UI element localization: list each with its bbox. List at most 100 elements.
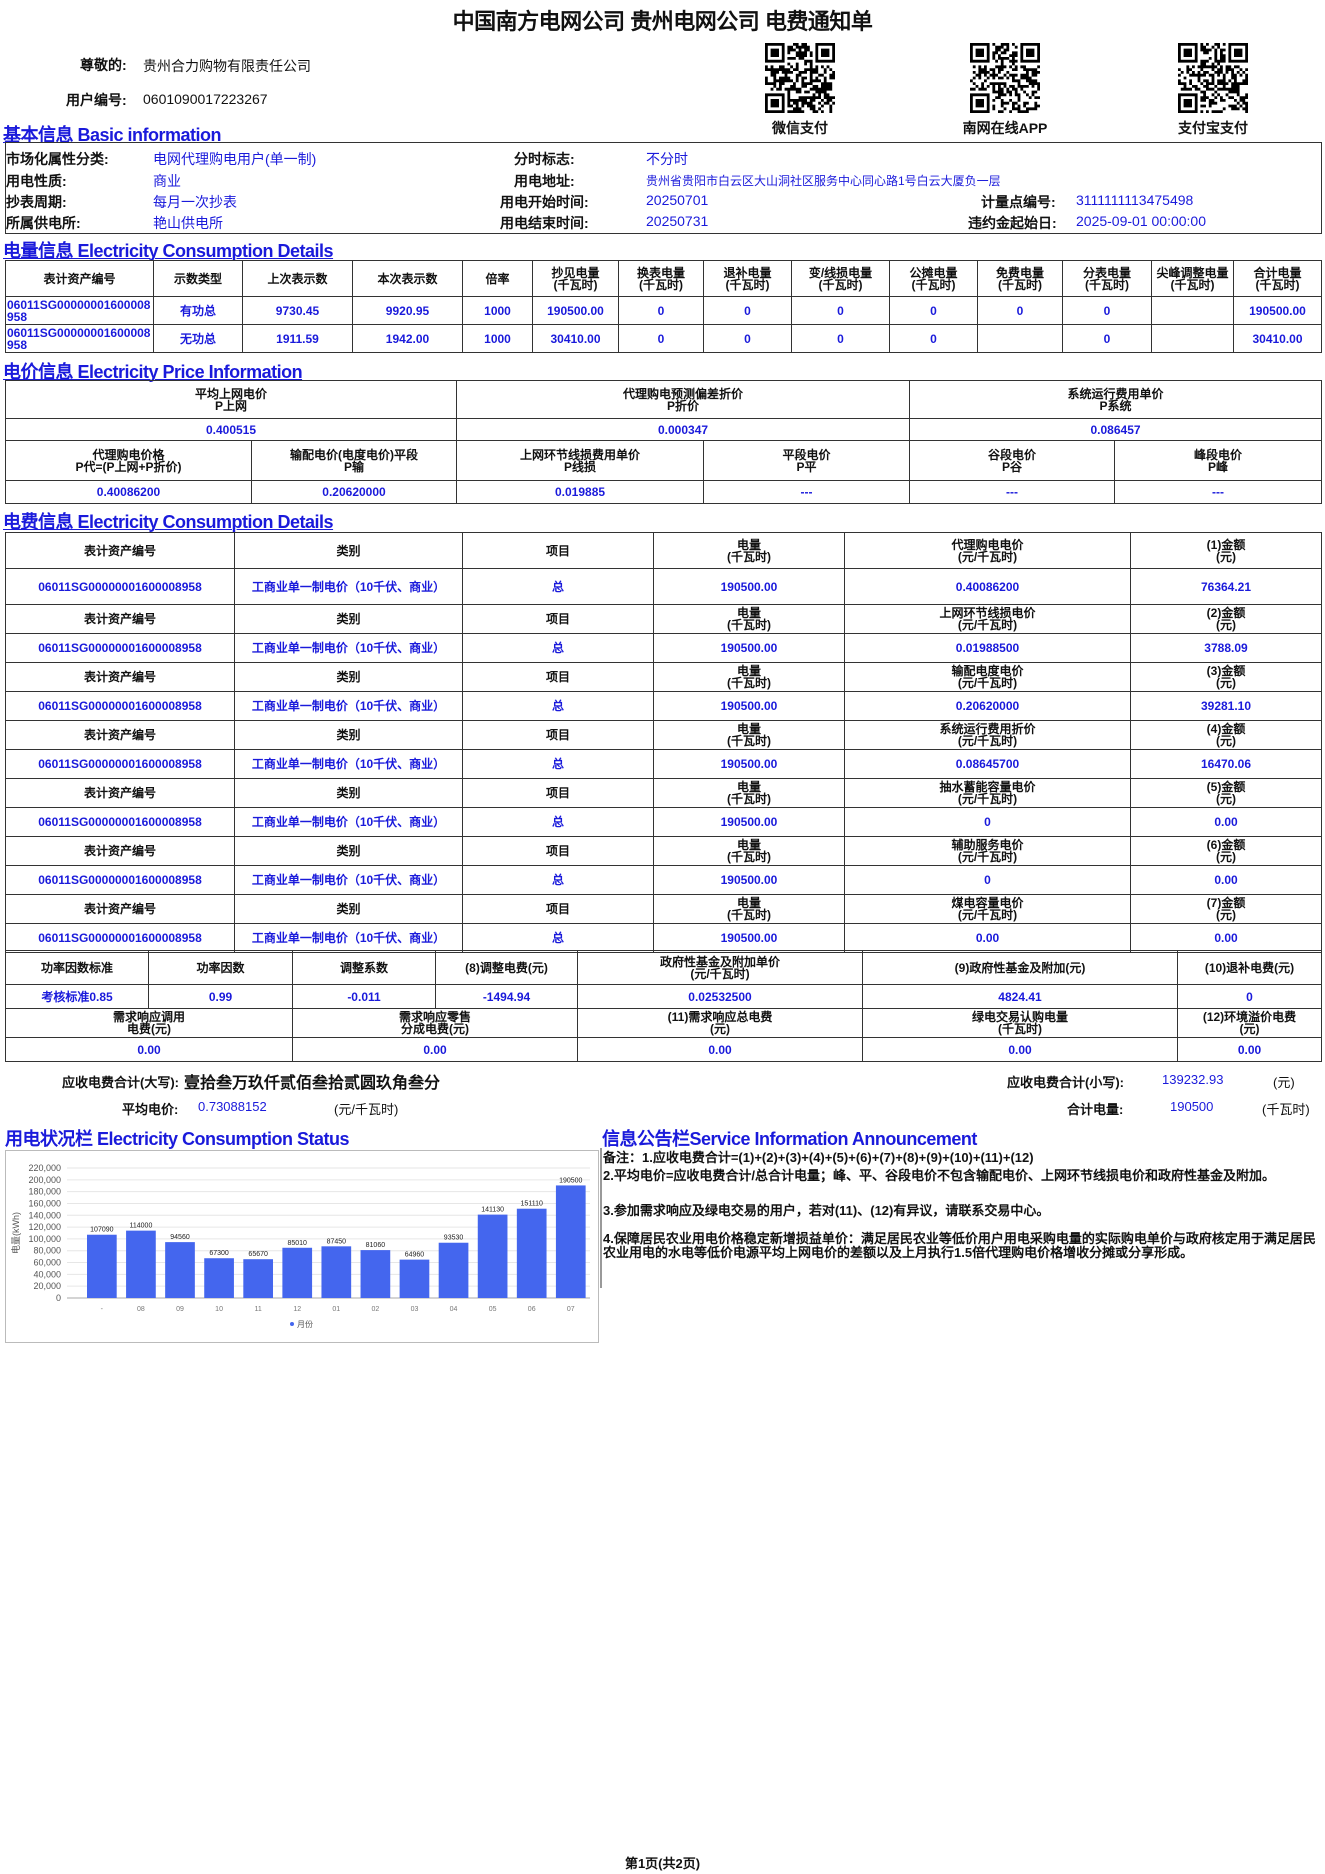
amount-header: (6)金额 (元): [1130, 836, 1322, 866]
data-label: 151110: [521, 1201, 543, 1208]
table-row: 表计资产编号 类别 项目 电量 (千瓦时) 煤电容量电价 (元/千瓦时) (7)金额 (元…: [5, 894, 1322, 924]
item-header: 项目: [462, 894, 654, 924]
start-label: 用电开始时间:: [500, 194, 589, 210]
tou-value: 不分时: [646, 151, 688, 167]
tou-label: 分时标志:: [514, 151, 575, 167]
legend-marker: [290, 1322, 294, 1326]
fees-table: 表计资产编号 类别 项目 电量 (千瓦时) 代理购电电价 (元/千瓦时) (1)金额 (元…: [5, 532, 1322, 953]
adjust-table: 功率因数标准 功率因数 调整系数 (8)调整电费(元) 政府性基金及附加单价 (元/千瓦…: [5, 950, 1322, 1062]
table-row: 06011SG00000001600008958 工商业单一制电价（10千伏、商业…: [5, 633, 1322, 663]
data-label: 67300: [209, 1250, 229, 1257]
penalty-value: 2025-09-01 00:00:00: [1076, 213, 1206, 229]
market-value: 电网代理购电用户(单一制): [153, 151, 317, 167]
notice-divider: [600, 1148, 602, 1288]
category-header: 类别: [234, 720, 463, 750]
column-header: 上次表示数: [242, 260, 353, 297]
adjust-header: 绿电交易认购电量 (千瓦时): [862, 1008, 1178, 1038]
price-value: 0.08645700: [844, 749, 1131, 779]
bar: [360, 1250, 391, 1298]
asset-header: 表计资产编号: [5, 662, 235, 692]
price-value: 0.40086200: [844, 568, 1131, 605]
adjust-value: 0.00: [292, 1037, 578, 1062]
y-tick-label: 220,000: [28, 1163, 61, 1173]
x-tick-label: 01: [332, 1306, 340, 1313]
adjust-value: 4824.41: [862, 984, 1178, 1009]
y-tick-label: 200,000: [28, 1175, 61, 1185]
penalty-label: 违约金起始日:: [968, 215, 1057, 231]
amount-value: 3788.09: [1130, 633, 1322, 663]
legend-label[interactable]: 月份: [297, 1319, 313, 1329]
price-value: ---: [1114, 480, 1323, 504]
adjust-header: (12)环境溢价电费 (元): [1177, 1008, 1322, 1038]
asset-number: 06011SG00000001600008958: [5, 807, 235, 837]
asset-number: 06011SG00000001600008958: [5, 691, 235, 721]
meter-point-value: 3111111113475498: [1076, 192, 1194, 208]
adjust-value: 考核标准0.85: [5, 984, 149, 1009]
station-value: 艳山供电所: [153, 215, 223, 231]
adjust-value: 0.00: [5, 1037, 293, 1062]
item-value: 总: [462, 923, 654, 953]
adjust-header: 功率因数: [148, 950, 293, 985]
qr-code-icon[interactable]: [1178, 43, 1248, 113]
data-label: 190500: [559, 1177, 582, 1184]
cell-value: 0: [791, 296, 890, 325]
adjust-header: (10)退补电费(元): [1177, 950, 1322, 985]
x-tick-label: 09: [176, 1306, 184, 1313]
cycle-value: 每月一次抄表: [153, 194, 237, 210]
category-header: 类别: [234, 662, 463, 692]
total-lower-unit: (元): [1273, 1075, 1295, 1090]
asset-number: 06011SG00000001600008958: [5, 296, 154, 325]
item-header: 项目: [462, 662, 654, 692]
qr-caption: 支付宝支付: [1178, 120, 1248, 136]
notice-line-3: 3.参加需求响应及绿电交易的用户，若对(11)、(12)有异议，请联系交易中心。: [603, 1203, 1050, 1218]
table-row: 考核标准0.85 0.99 -0.011 -1494.94 0.02532500 4824…: [5, 984, 1322, 1009]
y-tick-label: 60,000: [33, 1258, 61, 1268]
price-value: ---: [909, 480, 1116, 504]
station-label: 所属供电所:: [6, 215, 81, 231]
price-header: 辅助服务电价 (元/千瓦时): [844, 836, 1131, 866]
table-row: 06011SG00000001600008958 工商业单一制电价（10千伏、商业…: [5, 749, 1322, 779]
table-row: 需求响应调用 电费(元) 需求响应零售 分成电费(元) (11)需求响应总电费 (元…: [5, 1008, 1322, 1038]
price-value: 0.400515: [4, 418, 458, 441]
total-qty-unit: (千瓦时): [1262, 1102, 1310, 1117]
qty-header: 电量 (千瓦时): [653, 532, 845, 569]
bar: [555, 1185, 586, 1298]
category-value: 工商业单一制电价（10千伏、商业）: [234, 807, 463, 837]
category-value: 工商业单一制电价（10千伏、商业）: [234, 691, 463, 721]
adjust-value: 0: [1177, 984, 1322, 1009]
item-header: 项目: [462, 836, 654, 866]
qty-header: 电量 (千瓦时): [653, 604, 845, 634]
category-value: 工商业单一制电价（10千伏、商业）: [234, 923, 463, 953]
bar: [321, 1246, 352, 1298]
adjust-value: 0.02532500: [577, 984, 863, 1009]
total-upper-value: 壹拾叁万玖仟贰佰叁拾贰圆玖角叁分: [184, 1075, 441, 1092]
data-label: 65670: [248, 1251, 268, 1258]
price-value: 0.000347: [456, 418, 911, 441]
bar: [282, 1247, 313, 1298]
category-value: 工商业单一制电价（10千伏、商业）: [234, 633, 463, 663]
amount-header: (7)金额 (元): [1130, 894, 1322, 924]
end-label: 用电结束时间:: [500, 215, 589, 231]
adjust-value: -0.011: [292, 984, 436, 1009]
cell-value: 0: [1062, 324, 1152, 353]
y-tick-label: 180,000: [28, 1187, 61, 1197]
bar: [87, 1234, 117, 1298]
y-tick-label: 40,000: [33, 1269, 61, 1279]
price-header: 系统运行费用折价 (元/千瓦时): [844, 720, 1131, 750]
cell-value: 0: [703, 296, 792, 325]
asset-number: 06011SG00000001600008958: [5, 865, 235, 895]
price-value: 0.086457: [909, 418, 1323, 441]
qr-code-icon[interactable]: [765, 43, 835, 113]
table-row: 表计资产编号 类别 项目 电量 (千瓦时) 系统运行费用折价 (元/千瓦时) (4)金额 …: [5, 720, 1322, 750]
item-value: 总: [462, 691, 654, 721]
price-header: 煤电容量电价 (元/千瓦时): [844, 894, 1131, 924]
price-header: 上网环节线损电价 (元/千瓦时): [844, 604, 1131, 634]
fees-title: 电费信息 Electricity Consumption Details: [3, 512, 334, 532]
x-tick-label: -: [101, 1306, 104, 1313]
qr-code-icon[interactable]: [970, 43, 1040, 113]
price-value: 0: [844, 807, 1131, 837]
asset-header: 表计资产编号: [5, 778, 235, 808]
table-row: 表计资产编号 类别 项目 电量 (千瓦时) 代理购电电价 (元/千瓦时) (1)金额 (元…: [5, 532, 1322, 569]
amount-value: 0.00: [1130, 865, 1322, 895]
